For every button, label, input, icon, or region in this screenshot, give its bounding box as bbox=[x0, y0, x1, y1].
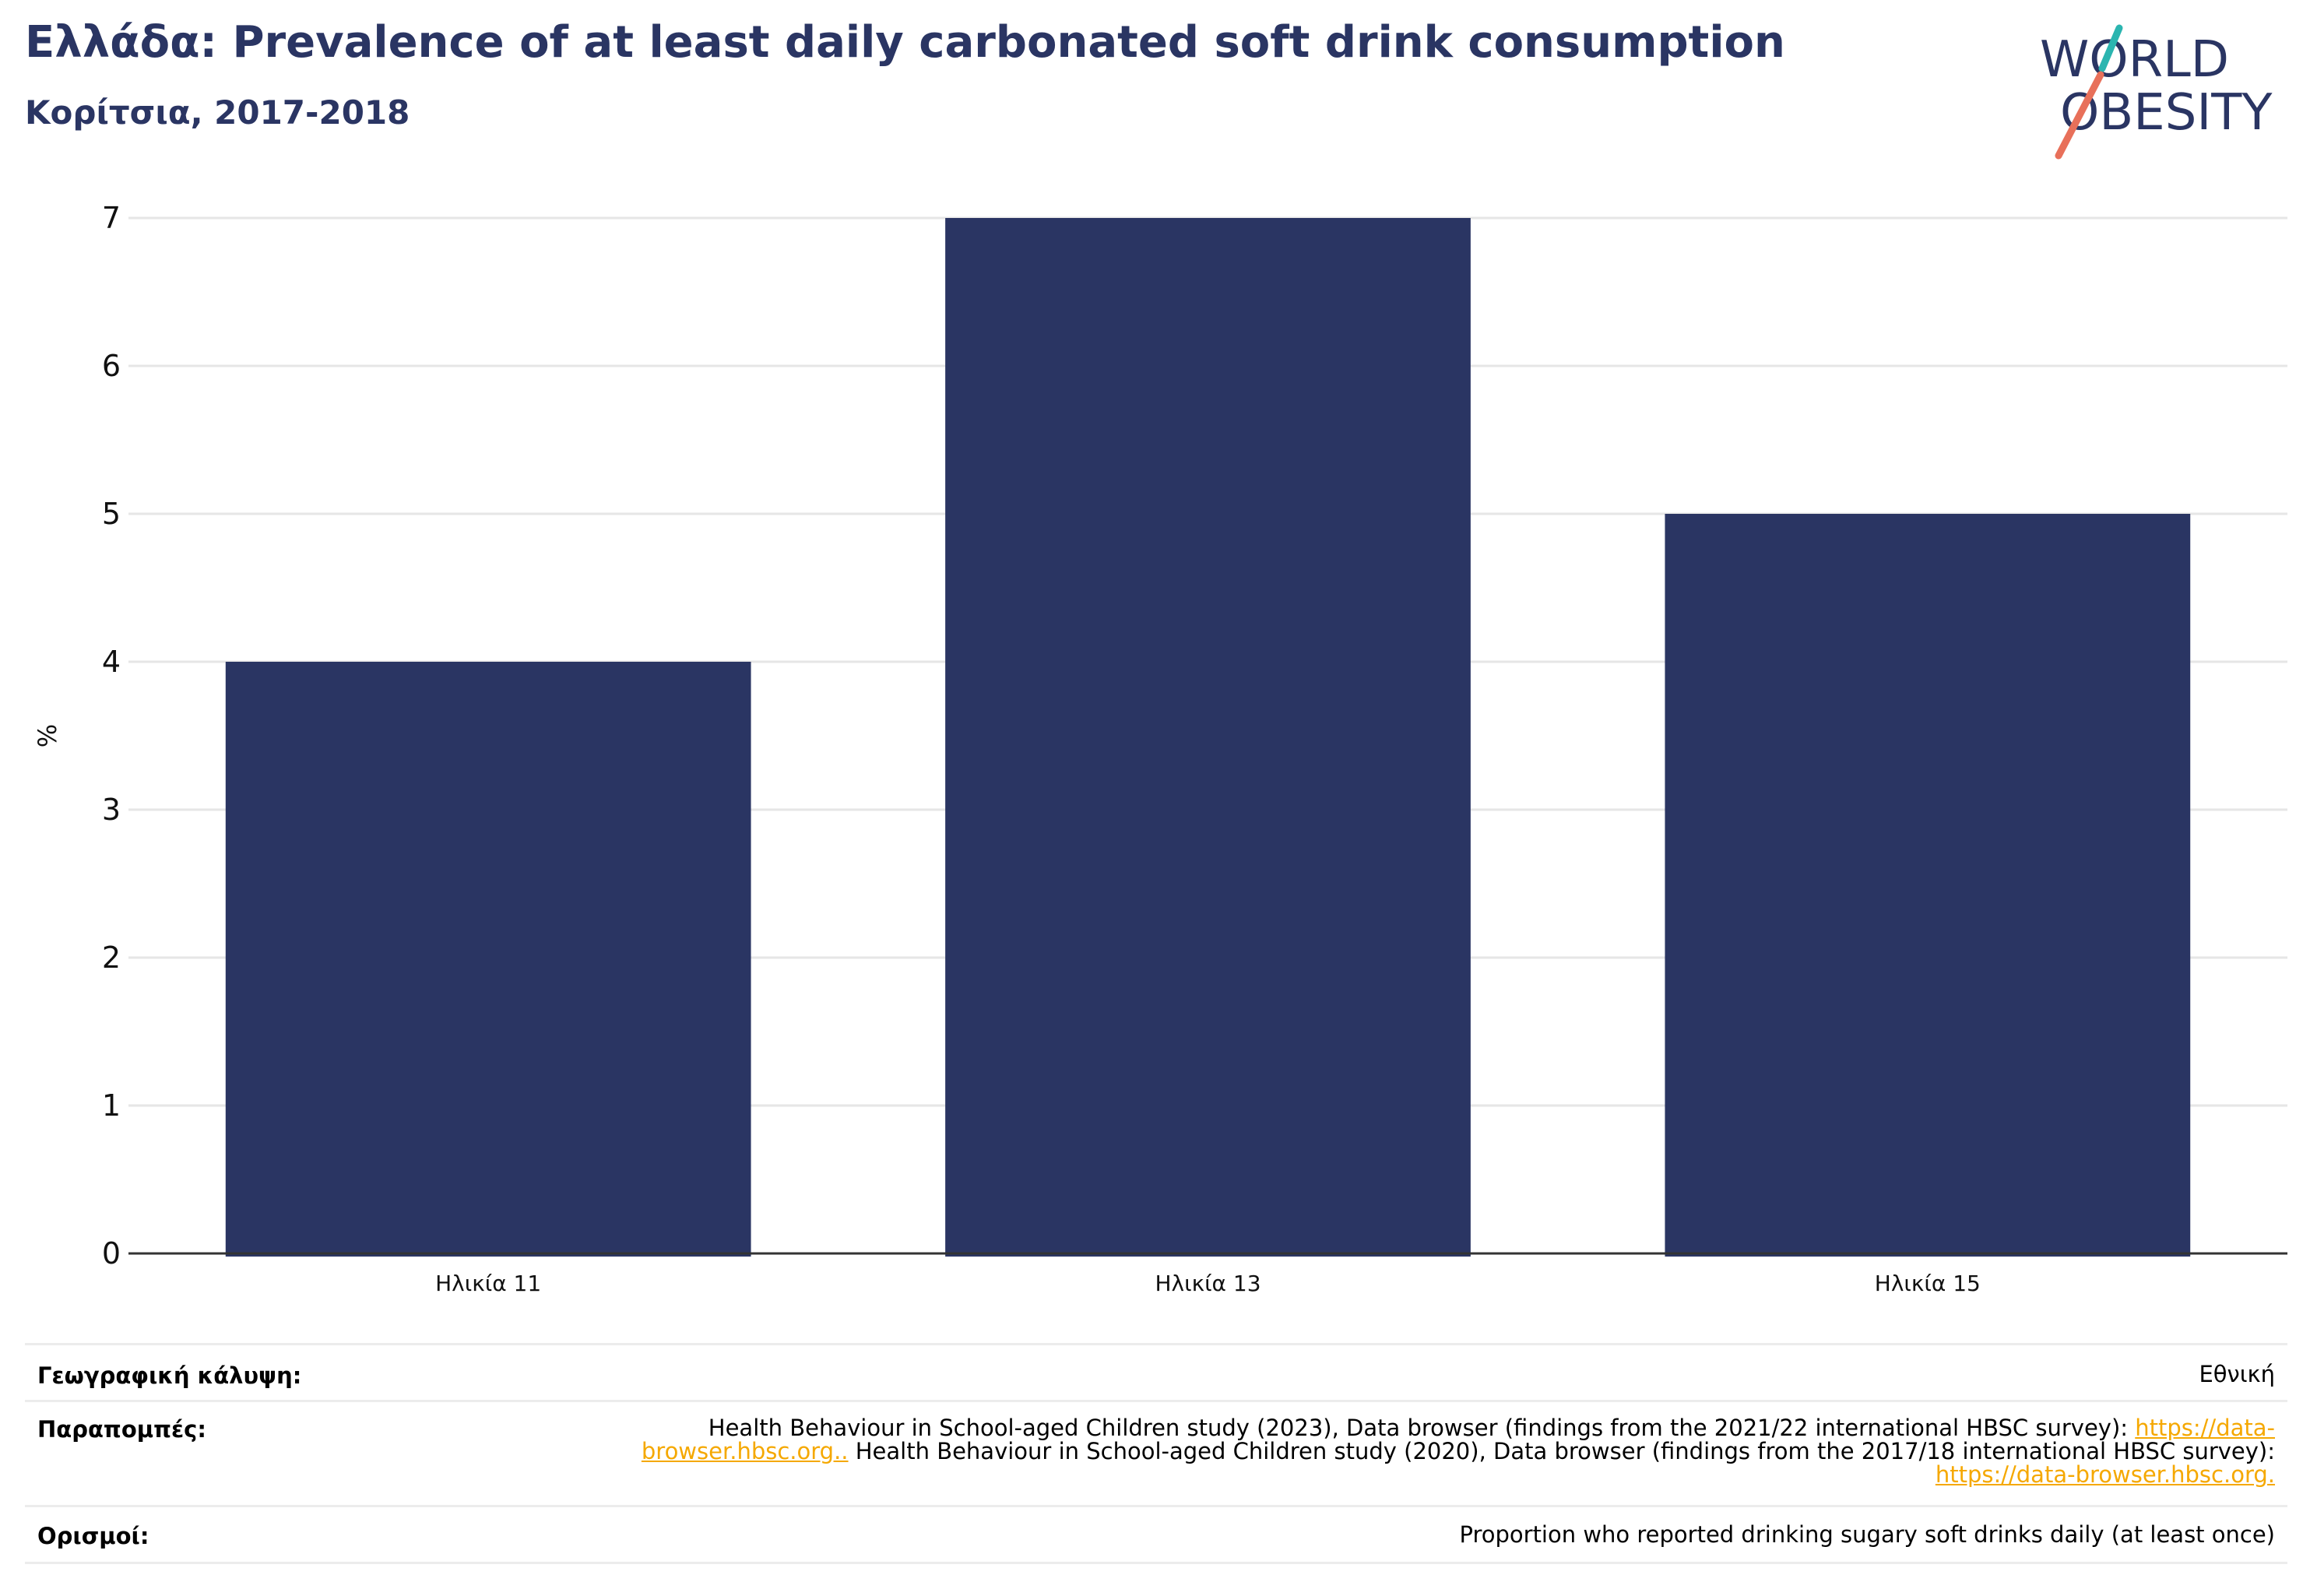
bar bbox=[945, 218, 1471, 1257]
y-tick-label: 1 bbox=[102, 1088, 121, 1123]
reference-2-text: Health Behaviour in School-aged Children… bbox=[848, 1438, 2275, 1464]
y-tick-label: 0 bbox=[102, 1236, 121, 1271]
info-table: Γεωγραφική κάλυψη: Εθνική Παραπομπές: He… bbox=[25, 1343, 2287, 1564]
y-tick-label: 7 bbox=[102, 201, 121, 235]
bar-chart: 0 1 2 3 4 5 6 7% Ηλικία 11 Ηλικία 13 Ηλικία 15 bbox=[33, 201, 2287, 1296]
references-row: Παραπομπές: Health Behaviour in School-a… bbox=[25, 1400, 2287, 1505]
coverage-value: Εθνική bbox=[2199, 1361, 2275, 1387]
y-axis-label: % bbox=[33, 724, 62, 747]
y-tick-label: 6 bbox=[102, 349, 121, 383]
logo-line1: WORLD bbox=[2040, 31, 2229, 89]
references-value: Health Behaviour in School-aged Children… bbox=[570, 1402, 2287, 1486]
y-tick-label: 5 bbox=[102, 497, 121, 531]
definitions-row: Ορισμοί: Proportion who reported drinkin… bbox=[25, 1505, 2287, 1564]
x-tick-label: Ηλικία 11 bbox=[435, 1271, 541, 1296]
x-tick-label: Ηλικία 15 bbox=[1875, 1271, 1981, 1296]
coverage-row: Γεωγραφική κάλυψη: Εθνική bbox=[25, 1343, 2287, 1400]
world-obesity-logo: WORLD OBESITY bbox=[2040, 24, 2273, 160]
reference-2-link[interactable]: https://data-browser.hbsc.org. bbox=[1935, 1461, 2275, 1488]
definitions-label: Ορισμοί: bbox=[37, 1523, 149, 1549]
y-tick-label: 4 bbox=[102, 645, 121, 679]
logo-line2: OBESITY bbox=[2060, 84, 2273, 142]
reference-1-link[interactable]: https://data-browser.hbsc.org.. bbox=[641, 1415, 2275, 1464]
y-tick-label: 2 bbox=[102, 940, 121, 975]
references-label: Παραπομπές: bbox=[37, 1416, 206, 1443]
definitions-value: Proportion who reported drinking sugary … bbox=[1459, 1521, 2275, 1548]
bar bbox=[225, 662, 751, 1257]
x-tick-label: Ηλικία 13 bbox=[1155, 1271, 1260, 1296]
y-tick-label: 3 bbox=[102, 793, 121, 827]
chart-title: Ελλάδα: Prevalence of at least daily car… bbox=[25, 17, 1785, 68]
reference-1-text: Health Behaviour in School-aged Children… bbox=[708, 1415, 2136, 1441]
bar bbox=[1665, 514, 2191, 1257]
coverage-label: Γεωγραφική κάλυψη: bbox=[37, 1362, 302, 1389]
chart-subtitle: Κορίτσια, 2017-2018 bbox=[25, 93, 410, 132]
